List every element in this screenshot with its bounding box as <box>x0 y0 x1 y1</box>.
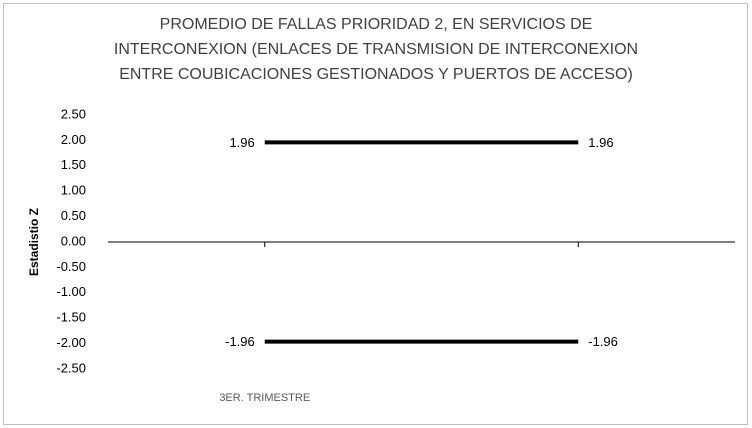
chart-frame <box>3 3 748 425</box>
y-tick-label: 2.50 <box>61 106 86 121</box>
chart-title: PROMEDIO DE FALLAS PRIORIDAD 2, EN SERVI… <box>160 16 593 33</box>
chart-title: INTERCONEXION (ENLACES DE TRANSMISION DE… <box>114 41 638 58</box>
y-tick-label: -2.00 <box>56 335 86 350</box>
data-label: -1.96 <box>225 334 255 349</box>
data-label: 1.96 <box>229 135 254 150</box>
data-label: 1.96 <box>588 135 613 150</box>
y-tick-label: -2.50 <box>56 360 86 375</box>
y-tick-label: 1.50 <box>61 157 86 172</box>
chart-title: ENTRE COUBICACIONES GESTIONADOS Y PUERTO… <box>119 66 633 83</box>
y-tick-label: -1.50 <box>56 310 86 325</box>
y-tick-label: 2.00 <box>61 132 86 147</box>
x-tick-label: 3ER. TRIMESTRE <box>219 392 310 404</box>
y-tick-label: -0.50 <box>56 259 86 274</box>
y-tick-label: 0.50 <box>61 208 86 223</box>
y-tick-label: 0.00 <box>61 233 86 248</box>
y-axis-label: Estadistio Z <box>27 208 41 276</box>
y-tick-label: 1.00 <box>61 183 86 198</box>
data-label: -1.96 <box>588 334 618 349</box>
y-tick-label: -1.00 <box>56 284 86 299</box>
